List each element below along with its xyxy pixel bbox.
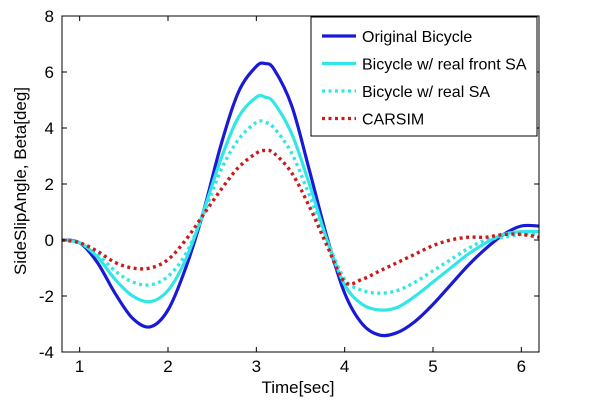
y-tick-label: 4 xyxy=(45,119,54,138)
series-group xyxy=(62,61,539,338)
axes: 1 2 3 4 5 6 -4 -2 0 2 4 6 8 xyxy=(39,7,540,376)
y-tick-label: -2 xyxy=(39,287,54,306)
legend-label-4: CARSIM xyxy=(362,112,424,129)
series-line-1 xyxy=(62,61,539,338)
x-tick-label: 3 xyxy=(252,357,261,376)
x-tick-label: 5 xyxy=(428,357,437,376)
legend-label-2: Bicycle w/ real front SA xyxy=(362,57,527,74)
y-tick-label: 2 xyxy=(45,175,54,194)
x-tick-label: 2 xyxy=(163,357,172,376)
y-axis-title: SideSlipAngle, Beta[deg] xyxy=(11,87,30,275)
x-tick-label: 1 xyxy=(75,357,84,376)
series-line-4 xyxy=(62,148,539,286)
y-tick-label: 6 xyxy=(45,63,54,82)
y-tick-label: 8 xyxy=(45,7,54,26)
x-tick-label: 6 xyxy=(517,357,526,376)
legend-label-3: Bicycle w/ real SA xyxy=(362,84,490,101)
series-line-3 xyxy=(62,119,539,295)
x-axis-title: Time[sec] xyxy=(261,378,334,397)
y-tick-label: -4 xyxy=(39,343,54,362)
legend: Original Bicycle Bicycle w/ real front SA… xyxy=(310,16,538,137)
series-line-2 xyxy=(62,93,539,312)
x-tick-label: 4 xyxy=(340,357,349,376)
y-tick-label: 0 xyxy=(45,231,54,250)
legend-label-1: Original Bicycle xyxy=(362,29,472,46)
